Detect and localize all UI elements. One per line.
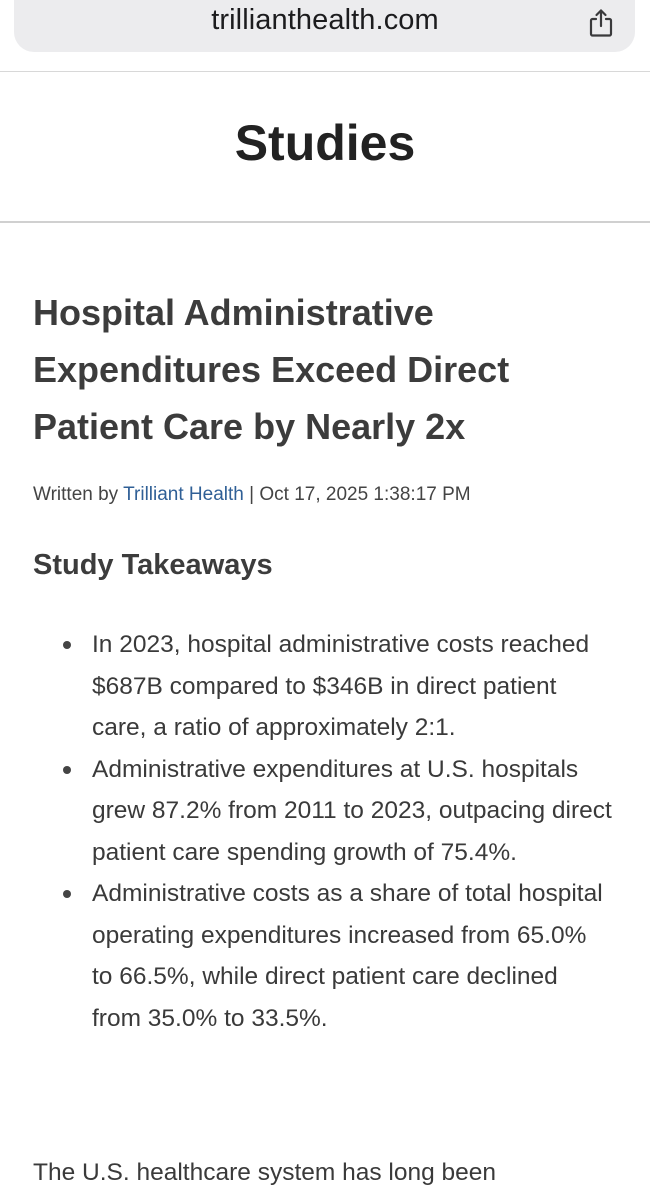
bullet-icon <box>63 641 71 649</box>
header-divider <box>0 221 650 223</box>
site-title: Studies <box>234 115 416 171</box>
takeaway-text: Administrative expenditures at U.S. hosp… <box>92 755 612 866</box>
share-icon[interactable] <box>588 8 614 38</box>
article-title: Hospital Administrative Expenditures Exc… <box>33 292 510 447</box>
list-item: In 2023, hospital administrative costs r… <box>0 624 612 749</box>
list-item: Administrative expenditures at U.S. hosp… <box>0 749 612 874</box>
section-heading: Study Takeaways <box>33 549 273 581</box>
address-bar[interactable] <box>14 0 635 52</box>
bullet-icon <box>63 765 71 774</box>
toolbar-divider <box>0 71 650 72</box>
takeaway-text: In 2023, hospital administrative costs r… <box>92 631 590 741</box>
byline: Written by Trilliant Health | Oct 17, 20… <box>33 484 471 506</box>
author-link[interactable]: Trilliant Health <box>123 484 244 505</box>
publish-date: Oct 17, 2025 1:38:17 PM <box>259 484 471 505</box>
byline-prefix: Written by <box>33 484 119 505</box>
bullet-icon <box>63 890 71 898</box>
list-item: Administrative costs as a share of total… <box>0 873 612 1039</box>
takeaways-list: In 2023, hospital administrative costs r… <box>0 624 650 1039</box>
takeaway-text: Administrative costs as a share of total… <box>92 880 603 1032</box>
byline-separator: | <box>243 484 260 505</box>
body-paragraph: The U.S. healthcare system has long been <box>33 1159 497 1186</box>
browser-toolbar: trillianthealth.com <box>0 0 650 70</box>
url-text[interactable]: trillianthealth.com <box>211 4 439 36</box>
